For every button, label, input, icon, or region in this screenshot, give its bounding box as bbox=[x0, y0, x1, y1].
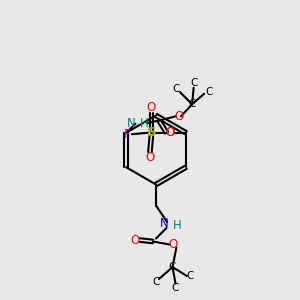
Text: C: C bbox=[205, 87, 212, 97]
Text: C: C bbox=[187, 271, 194, 281]
Text: N: N bbox=[127, 117, 136, 130]
Text: C: C bbox=[188, 99, 196, 109]
Text: O: O bbox=[169, 238, 178, 251]
Text: O: O bbox=[174, 110, 183, 123]
Text: H: H bbox=[173, 219, 182, 232]
Text: O: O bbox=[165, 126, 175, 139]
Text: C: C bbox=[190, 78, 197, 88]
Text: C: C bbox=[152, 277, 160, 287]
Text: S: S bbox=[147, 126, 156, 139]
Text: O: O bbox=[145, 151, 154, 164]
Text: O: O bbox=[130, 233, 140, 247]
Text: C: C bbox=[172, 283, 179, 293]
Text: C: C bbox=[169, 262, 176, 272]
Text: F: F bbox=[124, 128, 131, 141]
Text: C: C bbox=[172, 84, 179, 94]
Text: N: N bbox=[160, 217, 169, 230]
Text: H: H bbox=[140, 117, 148, 130]
Text: O: O bbox=[166, 126, 175, 139]
Text: O: O bbox=[147, 101, 156, 114]
